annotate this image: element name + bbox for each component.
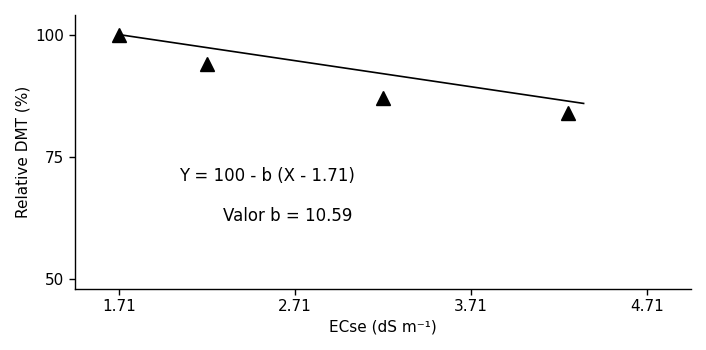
Text: Valor b = 10.59: Valor b = 10.59 xyxy=(222,206,352,225)
Text: Y = 100 - b (X - 1.71): Y = 100 - b (X - 1.71) xyxy=(179,168,354,186)
Y-axis label: Relative DMT (%): Relative DMT (%) xyxy=(15,86,30,218)
X-axis label: ECse (dS m⁻¹): ECse (dS m⁻¹) xyxy=(329,320,437,335)
